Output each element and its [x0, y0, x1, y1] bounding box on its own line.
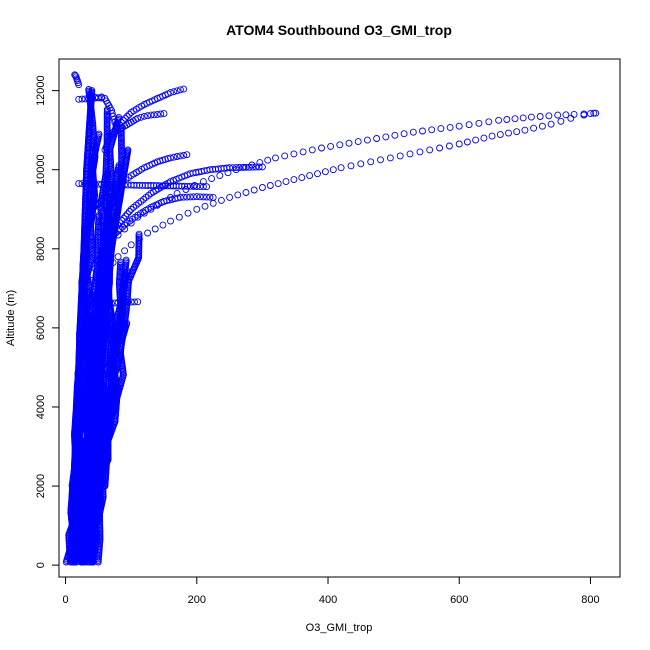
chart-title: ATOM4 Southbound O3_GMI_trop: [226, 22, 452, 38]
data-point-core-profile: [85, 85, 93, 93]
data-points: [62, 71, 600, 566]
plot-frame: [58, 58, 621, 578]
